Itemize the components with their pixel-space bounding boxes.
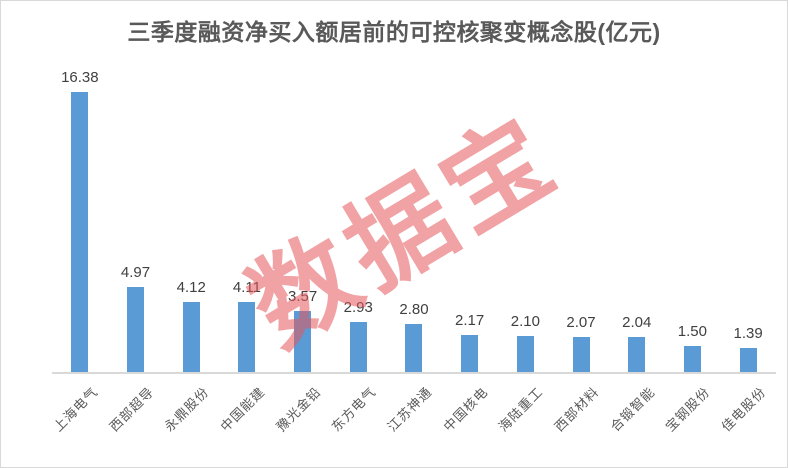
bar-value-label: 4.97 <box>120 264 151 281</box>
bar <box>71 92 89 372</box>
x-axis-tick-label: 宝钢股份 <box>662 384 714 435</box>
bar-slot: 1.39 <box>720 1 776 372</box>
bar-value-label: 16.38 <box>61 69 99 86</box>
bar-slot: 4.11 <box>219 1 275 372</box>
x-axis-tick-label: 上海电气 <box>50 384 101 435</box>
bar-slot: 2.17 <box>442 1 498 372</box>
x-axis-tick-label: 江苏神通 <box>384 384 435 435</box>
bar-slot: 2.04 <box>609 1 665 372</box>
bar-value-label: 2.17 <box>455 312 485 329</box>
plot-area: 16.38 4.97 4.12 4.11 3.57 2.93 2.80 2.17 2.10 2.0… <box>52 1 776 374</box>
bar-slot: 2.80 <box>386 1 442 372</box>
x-axis-tick-label: 海陆重工 <box>495 384 547 435</box>
bar <box>294 311 312 372</box>
x-axis-tick-label: 中国能建 <box>217 384 268 435</box>
x-axis-tick-label: 中国核电 <box>440 384 491 435</box>
bar <box>516 336 534 372</box>
x-axis-tick-label: 永鼎股份 <box>161 384 212 435</box>
chart-title: 三季度融资净买入额居前的可控核聚变概念股(亿元) <box>127 19 661 45</box>
bar-slot: 1.50 <box>665 1 721 372</box>
x-axis-tick-label: 豫光金铅 <box>273 384 324 435</box>
bar-value-label: 4.12 <box>176 279 206 296</box>
bar-value-label: 4.11 <box>232 279 261 296</box>
bar-value-label: 1.50 <box>677 323 707 340</box>
bar <box>405 324 423 372</box>
bar-value-label: 3.57 <box>287 288 318 305</box>
bar <box>572 337 590 372</box>
bar <box>683 346 701 372</box>
bar-slot: 4.12 <box>163 1 219 372</box>
bar <box>739 348 757 372</box>
bar <box>461 335 479 372</box>
bar <box>628 337 646 372</box>
bar-slot: 2.10 <box>498 1 554 372</box>
bar <box>238 302 256 372</box>
bar-slot: 16.38 <box>52 1 108 372</box>
bar-slot: 4.97 <box>108 1 164 372</box>
x-axis-tick-label: 合锻智能 <box>607 384 658 435</box>
x-axis-tick-label: 西部材料 <box>551 384 602 435</box>
x-axis-tick-label: 西部超导 <box>106 384 157 435</box>
bar-value-label: 1.39 <box>733 325 763 342</box>
bar-value-label: 2.04 <box>622 314 652 331</box>
bar <box>349 322 367 372</box>
bar-value-label: 2.93 <box>343 299 373 316</box>
bar-slot: 2.93 <box>330 1 386 372</box>
bar <box>182 302 200 372</box>
x-axis-tick-label: 佳电股份 <box>718 384 769 435</box>
bar-value-label: 2.07 <box>566 314 596 331</box>
bar-slot: 3.57 <box>275 1 331 372</box>
bar-slot: 2.07 <box>553 1 609 372</box>
x-axis-tick-label: 东方电气 <box>328 384 380 435</box>
bar <box>127 287 145 372</box>
bar-value-label: 2.80 <box>399 301 429 318</box>
bar-value-label: 2.10 <box>510 313 540 330</box>
